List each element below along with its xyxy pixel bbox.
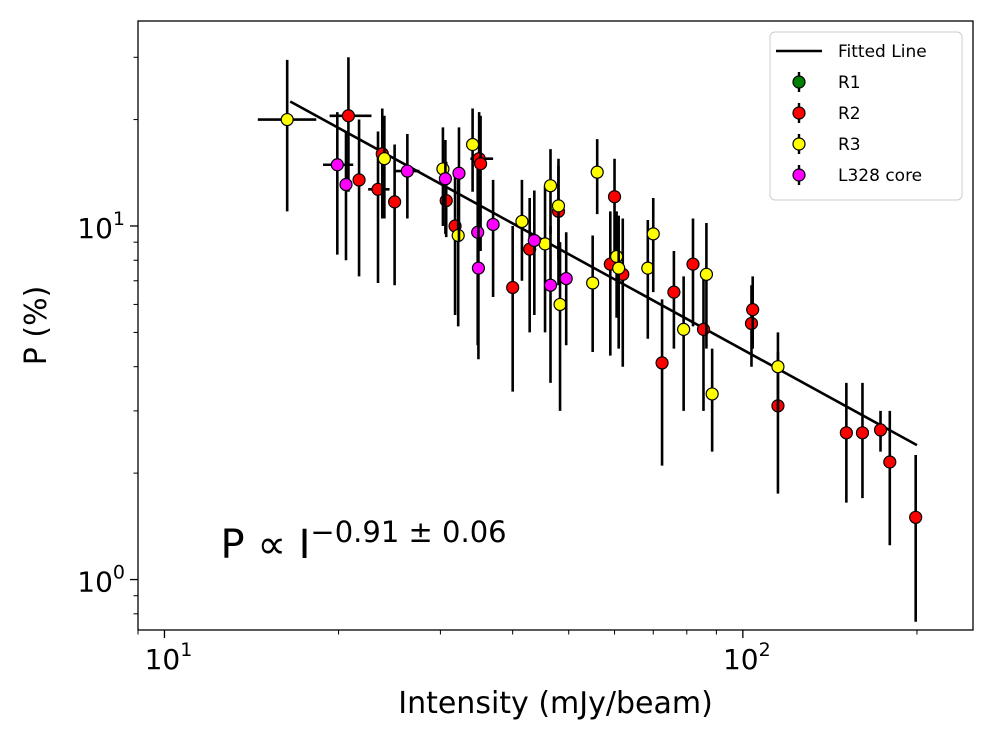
y-tick-label-base: 10 [77,212,113,245]
legend-marker-r3 [792,137,806,151]
data-point-l328-core [543,278,558,292]
data-point-r2 [667,285,681,299]
y-axis-label: P (%) [19,286,54,366]
y-tick-label-base: 10 [77,566,113,599]
series-r3 [257,59,785,452]
x-tick-label-base: 10 [723,643,759,676]
data-point-r3 [280,112,294,127]
x-tick-label: 102 [723,639,771,676]
data-point-r2 [883,455,897,469]
data-point-r3 [705,387,719,401]
data-point-r2 [655,356,669,370]
data-point-r2 [873,423,888,437]
data-point-r3 [586,276,600,290]
data-point-r2 [352,173,366,187]
data-point-r3 [612,261,626,275]
plot-frame [137,20,974,631]
data-point-l328-core [486,217,500,232]
data-point-r2 [506,280,520,295]
y-tick-label: 101 [77,208,125,245]
data-point-r3 [771,360,785,374]
x-axis-label: Intensity (mJy/beam) [398,686,713,721]
data-point-l328-core [471,261,486,275]
power-law-annotation: P ∝ I−0.91 ± 0.06 [221,515,507,568]
legend-label-r2: R2 [838,104,861,124]
annotation-exponent: −0.91 ± 0.06 [310,515,506,549]
legend-label-r3: R3 [838,135,861,155]
y-tick-label: 100 [77,562,125,599]
data-point-r3 [377,152,391,166]
annotation-main: P ∝ I [221,522,311,568]
x-tick-label: 101 [145,639,193,676]
data-point-r2 [839,426,853,440]
data-point-r2 [607,190,622,204]
data-point-l328-core [400,164,414,178]
data-point-r3 [551,199,566,213]
legend-marker-r2 [792,106,806,120]
data-point-l328-core [339,177,353,192]
data-point-r3 [646,227,660,241]
data-point-r2 [855,426,870,440]
y-tick-label-exponent: 1 [113,208,125,230]
data-point-l328-core [438,172,452,186]
data-point-r2 [341,109,356,123]
data-point-r3 [465,137,480,152]
legend-marker-r1 [792,75,806,89]
legend-marker-l328-core [792,168,806,182]
legend-label-r1: R1 [838,73,861,93]
x-tick-label-base: 10 [145,643,181,676]
legend-label-fitted-line: Fitted Line [838,42,927,62]
data-series-layer [257,57,923,622]
legend-label-l328-core: L328 core [838,166,922,186]
data-point-l328-core [330,158,344,172]
legend-box [769,31,963,201]
data-point-r3 [677,322,691,336]
legend: Fitted Line R1 R2 R3 L328 core [769,31,963,201]
data-point-r2 [388,195,402,209]
data-point-r2 [909,510,923,524]
data-point-r3 [553,297,567,312]
data-point-l328-core [559,271,573,286]
data-point-l328-core [452,166,466,180]
data-point-r3 [699,267,714,281]
x-tick-label-exponent: 1 [180,639,192,661]
x-tick-label-exponent: 2 [759,639,771,661]
data-point-r2 [473,157,488,171]
data-point-r3 [543,179,558,193]
series-l328-core [323,112,573,383]
data-point-l328-core [527,233,541,248]
data-point-r3 [515,214,529,229]
y-tick-label-exponent: 0 [113,562,125,584]
data-point-r2 [746,303,760,317]
data-point-r3 [590,165,604,179]
data-point-r2 [686,257,700,271]
data-point-r3 [610,249,624,264]
